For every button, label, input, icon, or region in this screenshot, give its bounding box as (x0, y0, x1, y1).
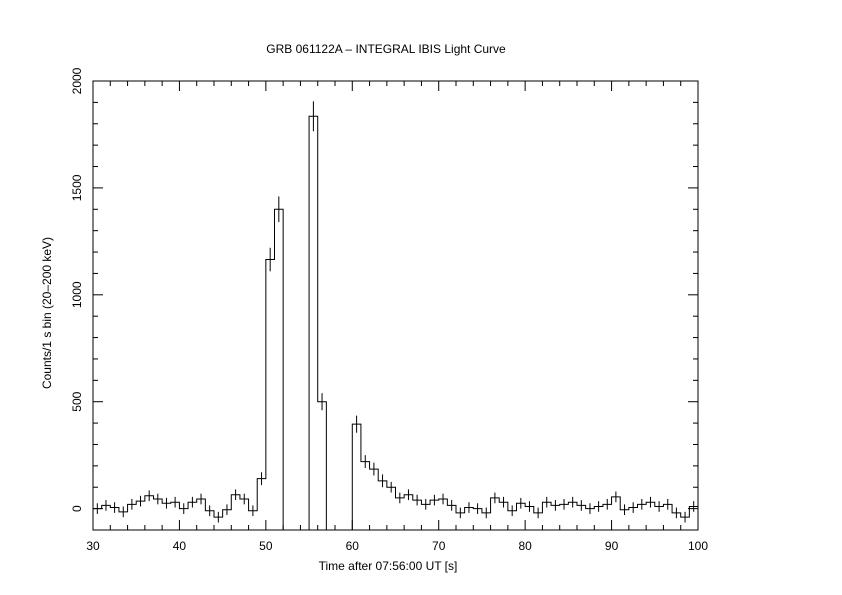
y-tick-label: 1500 (70, 174, 84, 201)
y-axis-label: Counts/1 s bin (20–200 keV) (40, 237, 54, 389)
x-tick-label: 40 (173, 539, 187, 553)
error-bars (96, 101, 695, 523)
x-axis-label: Time after 07:56:00 UT [s] (319, 559, 458, 573)
x-tick-label: 50 (259, 539, 273, 553)
plot-frame (92, 80, 699, 531)
y-tick-labels: 0 500 1000 1500 2000 (70, 67, 84, 512)
x-tick-label: 60 (346, 539, 360, 553)
x-tick-labels: 30 40 50 60 70 80 90 100 (86, 539, 708, 553)
x-tick-label: 30 (86, 539, 100, 553)
x-tick-label: 80 (518, 539, 532, 553)
y-tick-label: 0 (70, 505, 84, 512)
x-tick-label: 90 (605, 539, 619, 553)
y-tick-label: 2000 (70, 67, 84, 94)
x-tick-label: 70 (432, 539, 446, 553)
x-tick-label: 100 (688, 539, 708, 553)
axis-ticks (92, 80, 699, 531)
y-tick-label: 1000 (70, 281, 84, 308)
light-curve-line (93, 115, 698, 531)
chart-title: GRB 061122A – INTEGRAL IBIS Light Curve (266, 42, 506, 56)
y-tick-label: 500 (70, 391, 84, 411)
